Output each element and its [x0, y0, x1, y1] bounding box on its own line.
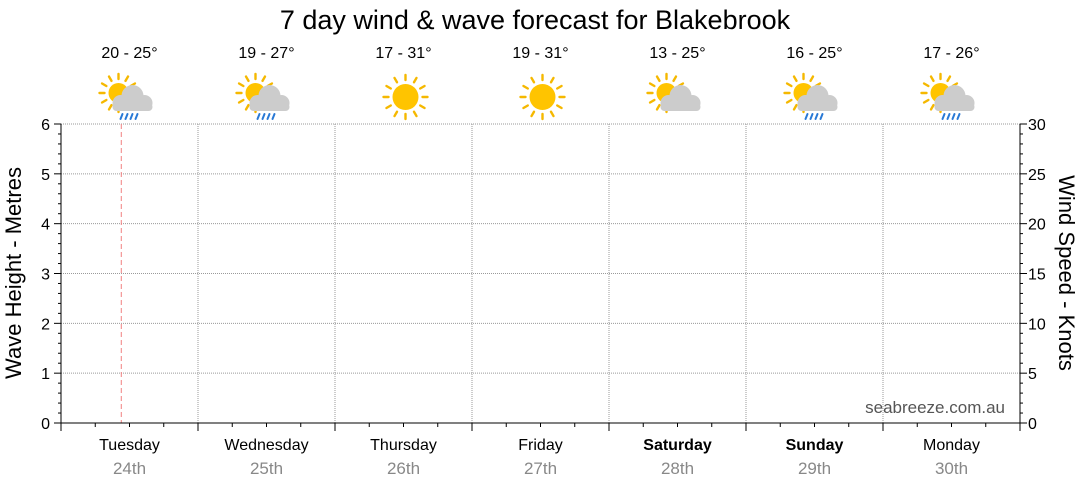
temperature-label: 17 - 31°	[375, 45, 431, 62]
day-label: Tuesday	[99, 437, 160, 454]
sun-icon	[519, 73, 566, 121]
y-left-tick-label: 3	[41, 267, 50, 284]
sun-icon	[382, 73, 429, 121]
y-right-tick-label: 30	[1028, 117, 1046, 134]
y-left-tick-label: 0	[41, 416, 50, 433]
date-label: 28th	[661, 459, 694, 478]
y-axis-left-title: Wave Height - Metres	[1, 167, 26, 379]
y-right-tick-label: 0	[1028, 416, 1037, 433]
chart-axes: 0 1 2 3 4 5 6 0 5 10 15 20 25 30	[41, 117, 1046, 433]
date-label: 29th	[798, 459, 831, 478]
date-label: 27th	[524, 459, 557, 478]
sun-cloud-rain-icon	[98, 72, 153, 120]
sun-cloud-rain-icon	[920, 72, 975, 120]
temperature-label: 19 - 27°	[238, 45, 294, 62]
date-label: 25th	[250, 459, 283, 478]
y-right-tick-label: 15	[1028, 267, 1046, 284]
y-right-tick-label: 25	[1028, 167, 1046, 184]
temperature-label: 16 - 25°	[786, 45, 842, 62]
temperature-label: 17 - 26°	[923, 45, 979, 62]
sun-cloud-rain-icon	[235, 72, 290, 120]
date-label: 30th	[935, 459, 968, 478]
y-left-tick-label: 1	[41, 366, 50, 383]
temperature-label: 20 - 25°	[101, 45, 157, 62]
y-right-tick-label: 20	[1028, 217, 1046, 234]
day-label: Saturday	[643, 437, 712, 454]
date-label: 26th	[387, 459, 420, 478]
watermark: seabreeze.com.au	[865, 398, 1005, 417]
day-label: Friday	[518, 437, 562, 454]
chart-title: 7 day wind & wave forecast for Blakebroo…	[280, 5, 791, 35]
temperature-row: 20 - 25° 19 - 27° 17 - 31° 19 - 31° 13 - 25°…	[101, 45, 979, 62]
day-label: Sunday	[786, 437, 844, 454]
date-label: 24th	[113, 459, 146, 478]
y-left-tick-label: 6	[41, 117, 50, 134]
y-left-tick-label: 4	[41, 217, 50, 234]
y-right-tick-label: 10	[1028, 316, 1046, 333]
y-left-tick-label: 5	[41, 167, 50, 184]
temperature-label: 19 - 31°	[512, 45, 568, 62]
sun-cloud-icon	[646, 72, 701, 114]
day-label: Thursday	[370, 437, 437, 454]
sun-cloud-rain-icon	[783, 72, 838, 120]
day-labels: Tuesday 24th Wednesday 25th Thursday 26th Frid…	[99, 437, 980, 478]
y-right-tick-label: 5	[1028, 366, 1037, 383]
chart-grid	[61, 123, 1020, 423]
y-axis-right-title: Wind Speed - Knots	[1054, 175, 1079, 371]
day-label: Wednesday	[224, 437, 308, 454]
weather-icon-row	[98, 72, 975, 121]
day-label: Monday	[923, 437, 980, 454]
temperature-label: 13 - 25°	[649, 45, 705, 62]
y-left-tick-label: 2	[41, 316, 50, 333]
